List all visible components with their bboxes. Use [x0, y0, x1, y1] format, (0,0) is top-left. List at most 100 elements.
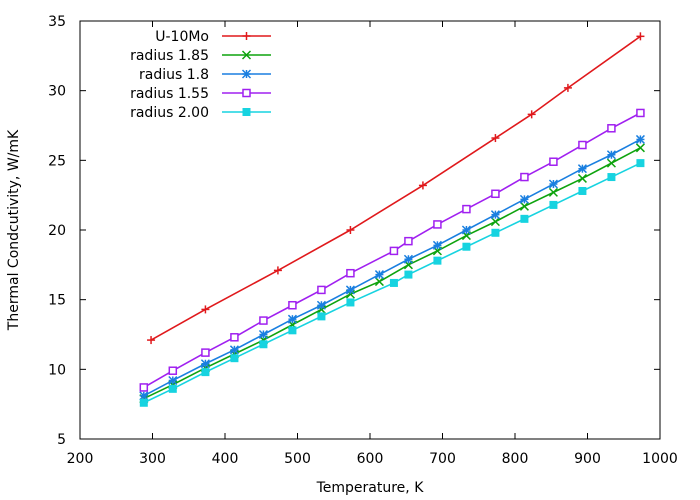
y-tick-label: 15: [48, 293, 66, 309]
y-tick-label: 25: [48, 153, 66, 169]
data-point-radius-1-55: [607, 124, 616, 133]
legend-label: radius 1.8: [139, 67, 209, 83]
legend-item: radius 1.85: [130, 48, 271, 64]
x-tick-label: 600: [357, 451, 384, 467]
data-point-radius-2-00: [201, 368, 210, 377]
data-point-radius-1-85: [635, 143, 645, 153]
data-point-radius-1-8: [258, 329, 268, 340]
data-point-u-10mo: [201, 305, 210, 314]
data-point-radius-1-8: [374, 270, 384, 280]
data-point-radius-1-8: [200, 359, 210, 369]
data-point-radius-2-00: [259, 340, 268, 349]
data-point-radius-2-00: [520, 214, 529, 223]
data-point-radius-2-00: [404, 270, 413, 279]
legend-marker: [241, 69, 252, 79]
legend: U-10Mo radius 1.85 radius 1.8 radius 1.55 ra…: [130, 29, 271, 121]
data-point-radius-1-55: [317, 285, 326, 295]
data-point-radius-1-85: [577, 173, 587, 183]
legend-item: U-10Mo: [155, 29, 271, 45]
data-point-radius-2-00: [636, 159, 645, 168]
data-point-radius-1-8: [345, 285, 355, 295]
data-point-radius-2-00: [578, 186, 587, 195]
data-point-radius-1-8: [432, 240, 442, 250]
data-point-radius-2-00: [491, 228, 500, 237]
data-point-u-10mo: [346, 226, 355, 234]
y-tick-label: 10: [48, 362, 66, 378]
data-point-radius-1-8: [168, 375, 178, 386]
series-radius-1-85: [139, 143, 645, 404]
series-line-radius-1-8: [143, 138, 641, 397]
data-point-radius-2-00: [346, 298, 355, 307]
series-radius-1-55: [139, 108, 645, 392]
data-point-radius-1-55: [139, 383, 149, 392]
data-point-radius-1-55: [201, 348, 210, 357]
data-point-radius-1-55: [168, 366, 178, 375]
y-tick-label: 20: [48, 223, 66, 239]
data-point-radius-1-85: [606, 158, 616, 168]
y-tick-label: 35: [48, 14, 66, 30]
series-line-radius-2-00: [143, 162, 641, 404]
data-point-radius-2-00: [549, 200, 558, 209]
legend-label: U-10Mo: [155, 29, 209, 45]
data-point-radius-1-55: [288, 300, 297, 310]
data-point-radius-1-8: [229, 345, 239, 355]
data-point-radius-1-8: [635, 134, 645, 144]
data-point-radius-1-55: [433, 220, 442, 229]
data-point-radius-1-55: [520, 172, 529, 182]
x-tick-label: 700: [429, 451, 456, 467]
x-axis-title: Temperature, K: [316, 480, 425, 496]
data-point-radius-2-00: [288, 326, 297, 335]
series-radius-1-8: [139, 134, 645, 401]
legend-label: radius 1.55: [130, 86, 209, 102]
x-tick-label: 400: [212, 451, 239, 467]
data-point-u-10mo: [418, 181, 427, 190]
data-point-radius-1-55: [259, 316, 268, 325]
data-point-u-10mo: [527, 110, 536, 119]
data-point-radius-1-8: [461, 225, 471, 235]
y-tick-label: 30: [48, 84, 66, 100]
y-axis-title: Thermal Condcutivity, W/mK: [6, 129, 22, 331]
axis-layer: 200 300 400 500 600 700 800 900 1000 5 10 15 20 25 30 3…: [48, 14, 678, 467]
data-point-radius-1-55: [491, 189, 500, 199]
data-point-radius-1-8: [548, 179, 558, 189]
series-u-10mo: [147, 32, 645, 345]
data-point-radius-1-8: [403, 254, 413, 264]
data-point-radius-1-55: [389, 246, 399, 256]
data-point-radius-2-00: [389, 278, 398, 287]
data-point-radius-1-85: [490, 217, 500, 227]
legend-marker: [242, 108, 251, 116]
data-point-radius-1-8: [606, 150, 616, 160]
data-point-radius-1-8: [519, 194, 529, 204]
legend-item: radius 2.00: [130, 105, 271, 121]
data-point-radius-2-00: [433, 256, 442, 265]
x-tick-label: 1000: [642, 451, 678, 467]
data-point-u-10mo: [563, 83, 572, 92]
series-radius-2-00: [139, 159, 645, 407]
legend-marker: [242, 88, 251, 98]
data-point-radius-1-8: [316, 300, 326, 310]
data-point-u-10mo: [273, 266, 282, 275]
data-point-u-10mo: [147, 336, 156, 345]
legend-marker: [242, 32, 251, 40]
legend-label: radius 2.00: [130, 105, 209, 121]
x-tick-label: 900: [574, 451, 601, 467]
series-line-u-10mo: [150, 35, 641, 341]
x-tick-label: 500: [284, 451, 311, 467]
legend-label: radius 1.85: [130, 48, 209, 64]
data-point-radius-1-85: [519, 201, 529, 211]
data-point-radius-1-85: [374, 277, 384, 287]
x-tick-label: 300: [139, 451, 166, 467]
x-tick-label: 800: [502, 451, 529, 467]
data-point-radius-1-55: [462, 204, 471, 214]
series-line-radius-1-85: [143, 147, 641, 400]
data-point-radius-2-00: [230, 354, 239, 363]
data-point-radius-2-00: [168, 384, 177, 393]
series-line-radius-1-55: [143, 112, 641, 389]
legend-marker: [241, 50, 252, 60]
data-point-radius-1-55: [578, 140, 587, 150]
data-point-radius-2-00: [317, 312, 326, 321]
legend-item: radius 1.55: [130, 86, 271, 102]
data-point-radius-1-8: [577, 164, 587, 174]
data-point-radius-1-55: [404, 236, 413, 246]
